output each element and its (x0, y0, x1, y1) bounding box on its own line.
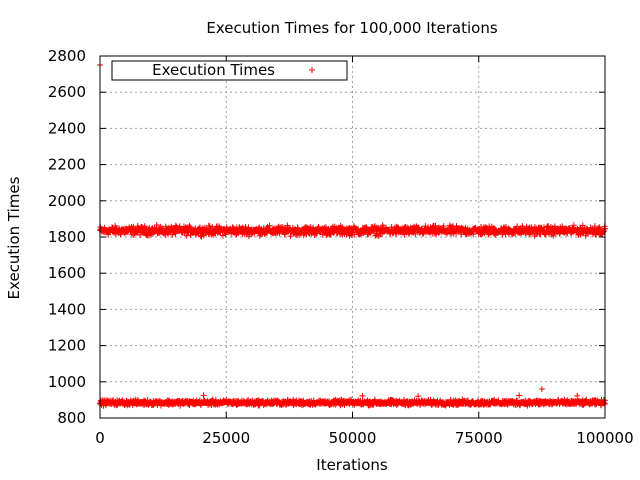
y-tick-label: 2000 (48, 192, 86, 210)
legend-marker-plus (309, 67, 315, 73)
data-point (339, 224, 346, 231)
y-tick-label: 1600 (48, 264, 86, 282)
data-point-outlier (591, 223, 598, 230)
chart-title: Execution Times for 100,000 Iterations (206, 19, 497, 37)
data-point (440, 223, 447, 230)
data-point-outlier (200, 392, 207, 399)
y-axis-label: Execution Times (5, 176, 23, 299)
data-point (187, 224, 194, 231)
data-point (172, 222, 179, 229)
data-point (519, 223, 526, 230)
y-tick-label: 1800 (48, 228, 86, 246)
data-point (545, 223, 552, 230)
data-point-outlier (516, 392, 523, 399)
data-points (97, 62, 608, 409)
y-tick-label: 2200 (48, 156, 86, 174)
data-point (137, 232, 144, 239)
x-tick-label: 50000 (329, 429, 377, 447)
x-tick-label: 75000 (455, 429, 503, 447)
y-tick-label: 2400 (48, 119, 86, 137)
axis-ticks: 800 1000 1200 1400 1600 1800 2000 2200 2400 2600 2… (48, 47, 634, 447)
legend-marker (309, 67, 315, 73)
x-tick-label: 0 (95, 429, 105, 447)
y-tick-label: 1000 (48, 373, 86, 391)
data-point-outlier (538, 386, 545, 393)
y-tick-label: 800 (57, 409, 86, 427)
y-tick-label: 2800 (48, 47, 86, 65)
y-tick-label: 1400 (48, 300, 86, 318)
data-point (351, 231, 358, 238)
data-point (153, 221, 160, 228)
y-tick-label: 1200 (48, 337, 86, 355)
data-point (219, 232, 226, 239)
x-axis-label: Iterations (316, 456, 388, 474)
data-point (141, 223, 148, 230)
legend: Execution Times (111, 60, 348, 81)
data-point-outlier (574, 392, 581, 399)
data-point (323, 232, 330, 239)
grid-lines (100, 56, 605, 418)
data-point-outlier (359, 392, 366, 399)
x-tick-label: 25000 (202, 429, 250, 447)
legend-label: Execution Times (152, 61, 275, 79)
legend-box (111, 60, 348, 81)
data-point-outlier (415, 393, 422, 400)
data-point (526, 231, 533, 238)
x-tick-label: 100000 (576, 429, 633, 447)
data-point (470, 231, 477, 238)
data-point (570, 222, 577, 229)
data-point (579, 222, 586, 229)
y-tick-label: 2600 (48, 83, 86, 101)
data-point (183, 232, 190, 239)
